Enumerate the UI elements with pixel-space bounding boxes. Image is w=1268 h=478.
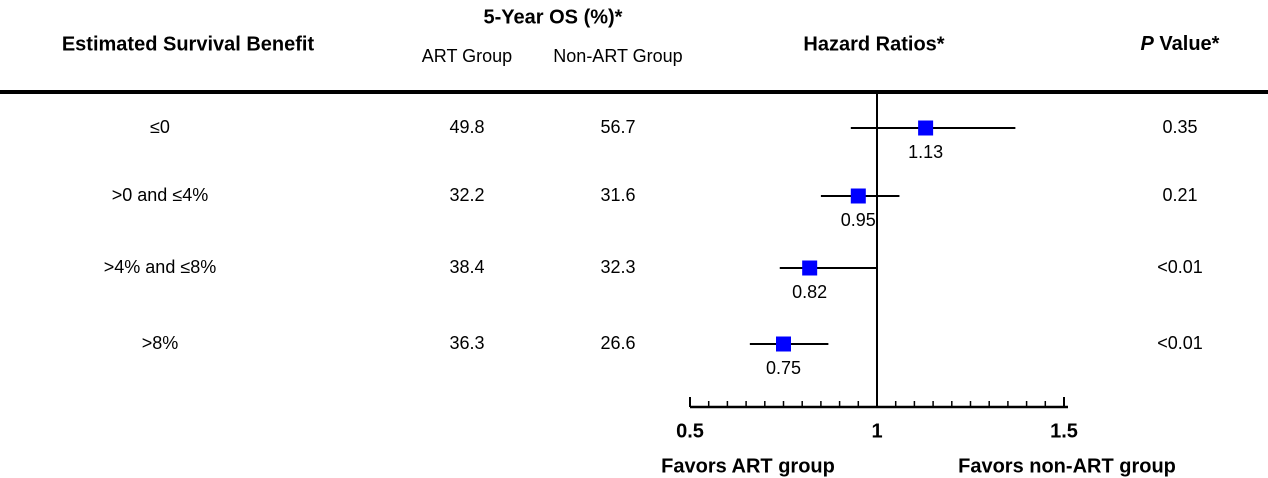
header-hr: Hazard Ratios* <box>803 33 944 55</box>
hazard-ratio-label: 0.82 <box>792 282 827 302</box>
header-p-rest: Value* <box>1159 33 1219 55</box>
p-value: <0.01 <box>1157 257 1203 277</box>
header-art: ART Group <box>422 46 512 66</box>
row-label: >0 and ≤4% <box>112 185 208 205</box>
header-p: P Value* <box>1141 33 1220 55</box>
hazard-ratio-label: 1.13 <box>908 142 943 162</box>
art-os: 32.2 <box>449 185 484 205</box>
non-art-os: 31.6 <box>600 185 635 205</box>
header-p-italic: P <box>1141 33 1155 55</box>
hazard-ratio-marker <box>802 260 818 276</box>
row-label: >4% and ≤8% <box>104 257 216 277</box>
art-os: 38.4 <box>449 257 484 277</box>
hazard-ratio-label: 0.95 <box>841 210 876 230</box>
row-label: ≤0 <box>150 117 170 137</box>
non-art-os: 56.7 <box>600 117 635 137</box>
row-label: >8% <box>142 333 179 353</box>
hazard-ratio-marker <box>918 120 934 136</box>
art-os: 49.8 <box>449 117 484 137</box>
non-art-os: 32.3 <box>600 257 635 277</box>
favors-right: Favors non-ART group <box>958 455 1176 477</box>
p-value: <0.01 <box>1157 333 1203 353</box>
header-non-art: Non-ART Group <box>553 46 682 66</box>
x-tick-label: 1.5 <box>1050 420 1078 442</box>
header-os: 5-Year OS (%)* <box>484 6 623 28</box>
hazard-ratio-label: 0.75 <box>766 358 801 378</box>
x-tick-label: 1 <box>871 420 882 442</box>
p-value: 0.35 <box>1162 117 1197 137</box>
hazard-ratio-marker <box>850 188 866 204</box>
x-tick-label: 0.5 <box>676 420 704 442</box>
hazard-ratio-marker <box>776 336 791 352</box>
header-label: Estimated Survival Benefit <box>62 33 315 55</box>
art-os: 36.3 <box>449 333 484 353</box>
p-value: 0.21 <box>1162 185 1197 205</box>
favors-left: Favors ART group <box>661 455 835 477</box>
non-art-os: 26.6 <box>600 333 635 353</box>
